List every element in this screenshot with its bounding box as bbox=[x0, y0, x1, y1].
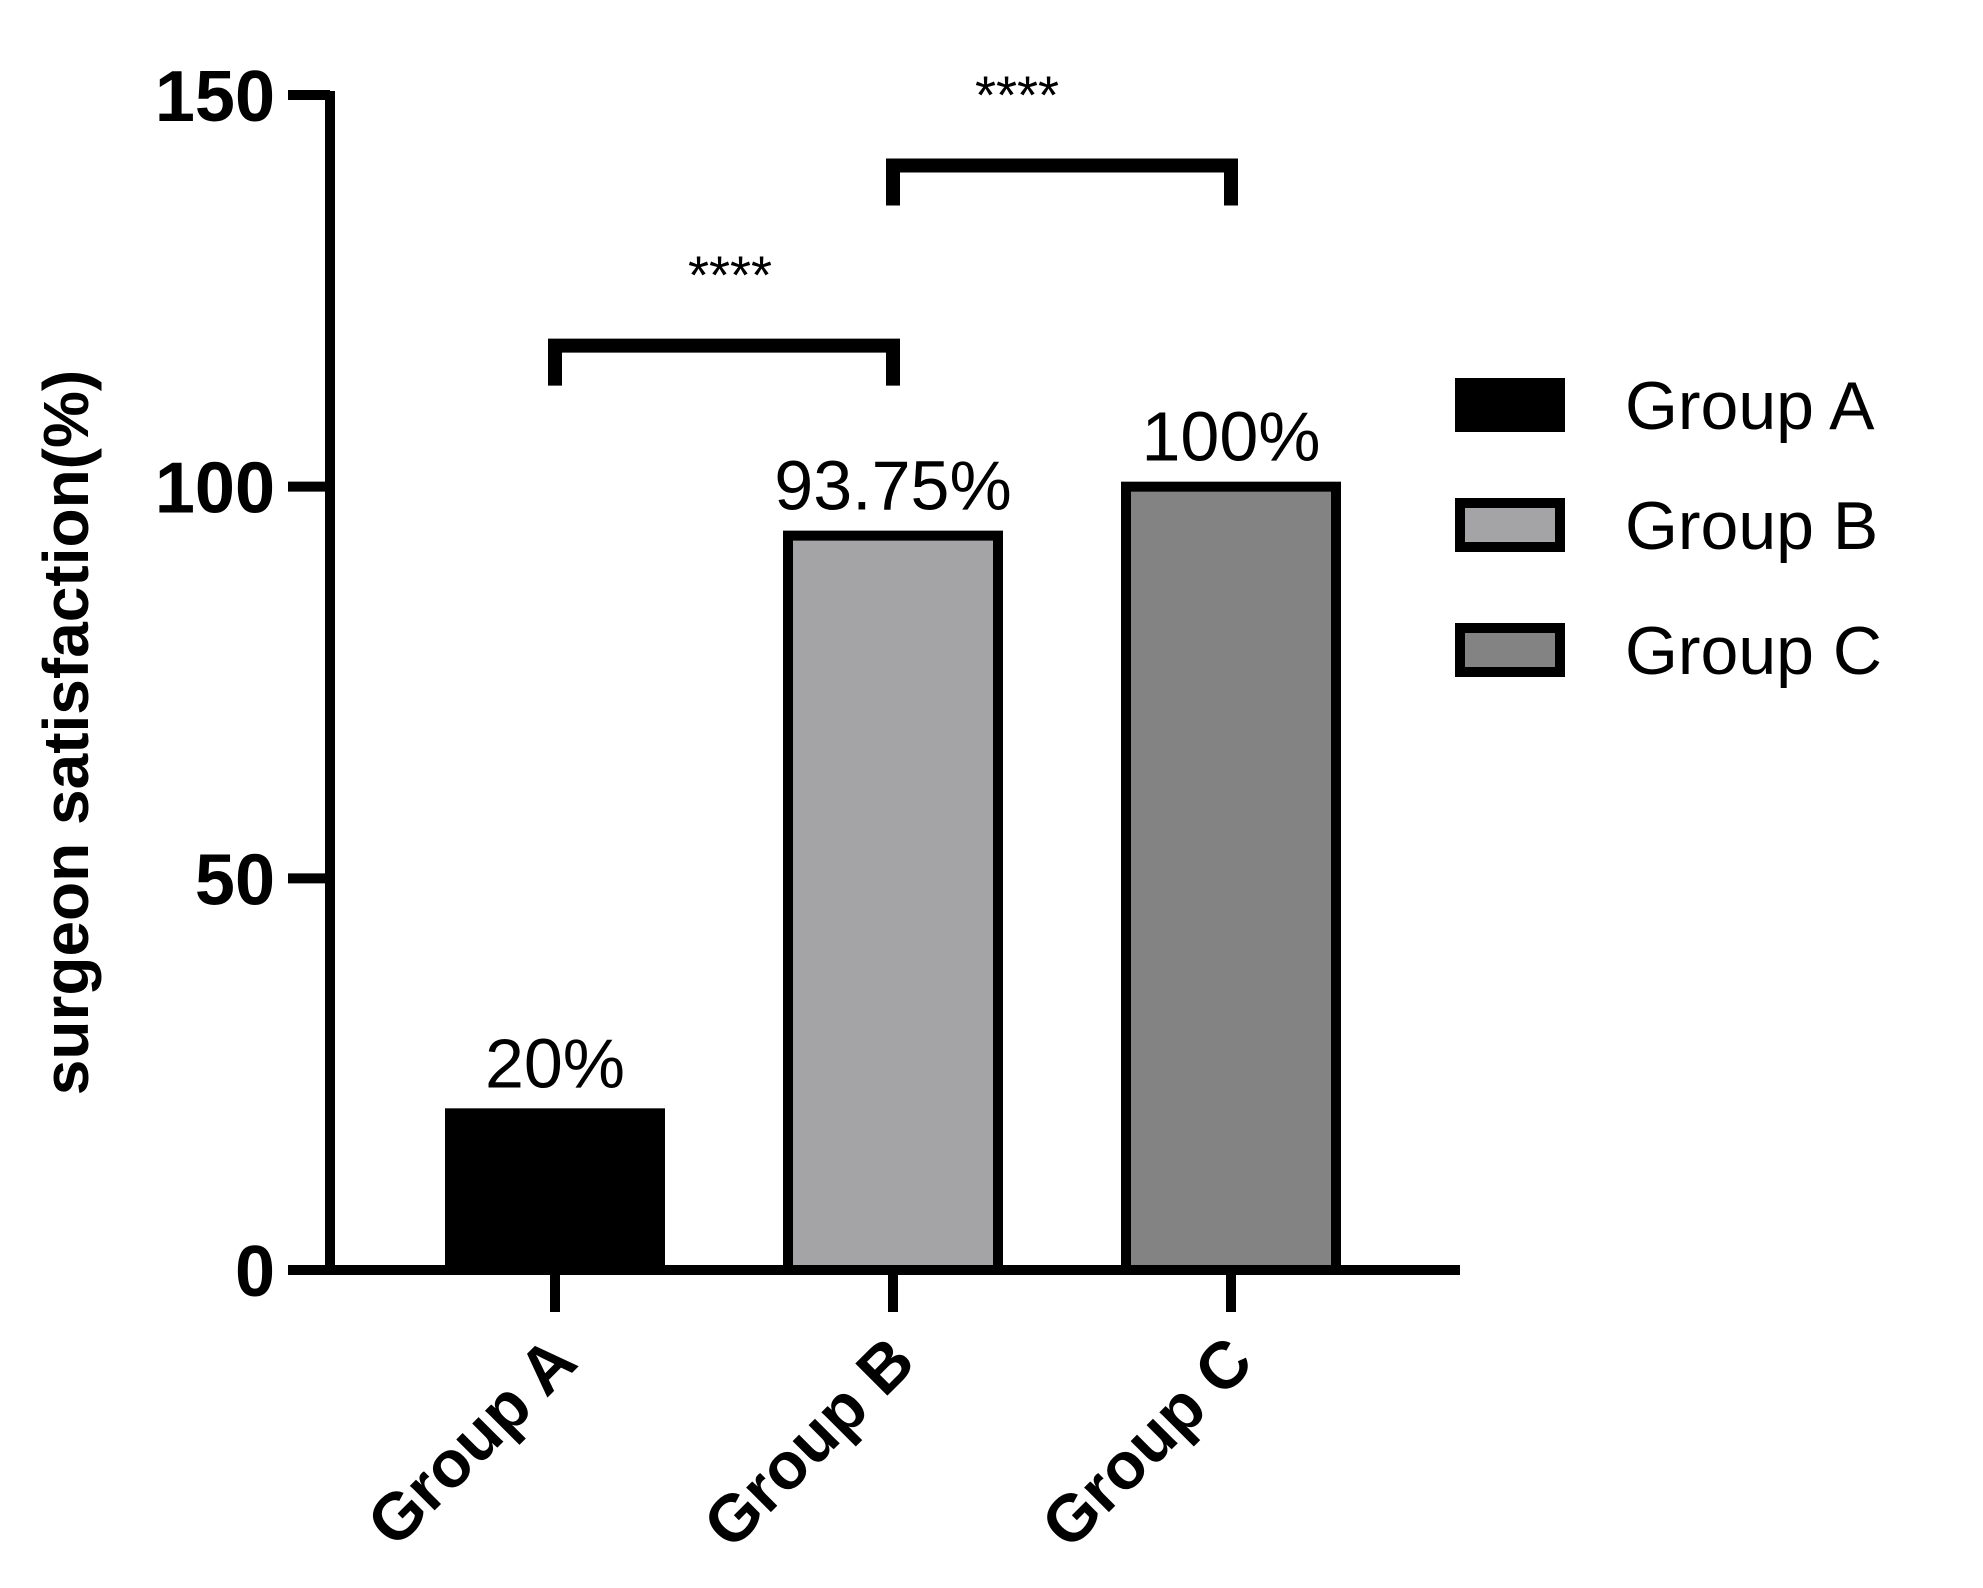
legend-swatch bbox=[1455, 378, 1565, 432]
bar bbox=[1121, 481, 1341, 1275]
bar bbox=[445, 1108, 665, 1276]
y-tick-label: 50 bbox=[195, 840, 275, 920]
x-tick-label: Group B bbox=[689, 1323, 928, 1562]
significance-brackets: **** **** bbox=[548, 66, 1238, 386]
data-label: 93.75% bbox=[774, 447, 1011, 525]
legend-label: Group A bbox=[1625, 368, 1875, 444]
y-tick-label: 100 bbox=[155, 449, 275, 529]
significance-bracket bbox=[886, 158, 1238, 206]
bars: 20% 93.75% 100% bbox=[445, 398, 1341, 1276]
y-axis-title: surgeon satisfaction(%) bbox=[30, 370, 102, 1095]
y-tick-label: 150 bbox=[155, 57, 275, 137]
legend-swatch bbox=[1455, 623, 1565, 677]
x-tick-label: Group A bbox=[353, 1323, 590, 1560]
significance-bracket bbox=[548, 338, 900, 386]
y-tick-label: 0 bbox=[235, 1232, 275, 1312]
x-tick-label: Group C bbox=[1027, 1323, 1266, 1562]
legend-label: Group B bbox=[1625, 488, 1878, 564]
legend: Group A Group B Group C bbox=[1455, 368, 1882, 689]
data-label: 100% bbox=[1141, 398, 1320, 476]
bar bbox=[783, 530, 1003, 1275]
data-label: 20% bbox=[485, 1024, 625, 1102]
legend-swatch bbox=[1455, 498, 1565, 552]
legend-label: Group C bbox=[1625, 613, 1882, 689]
significance-label: **** bbox=[975, 66, 1059, 126]
significance-label: **** bbox=[688, 246, 772, 306]
